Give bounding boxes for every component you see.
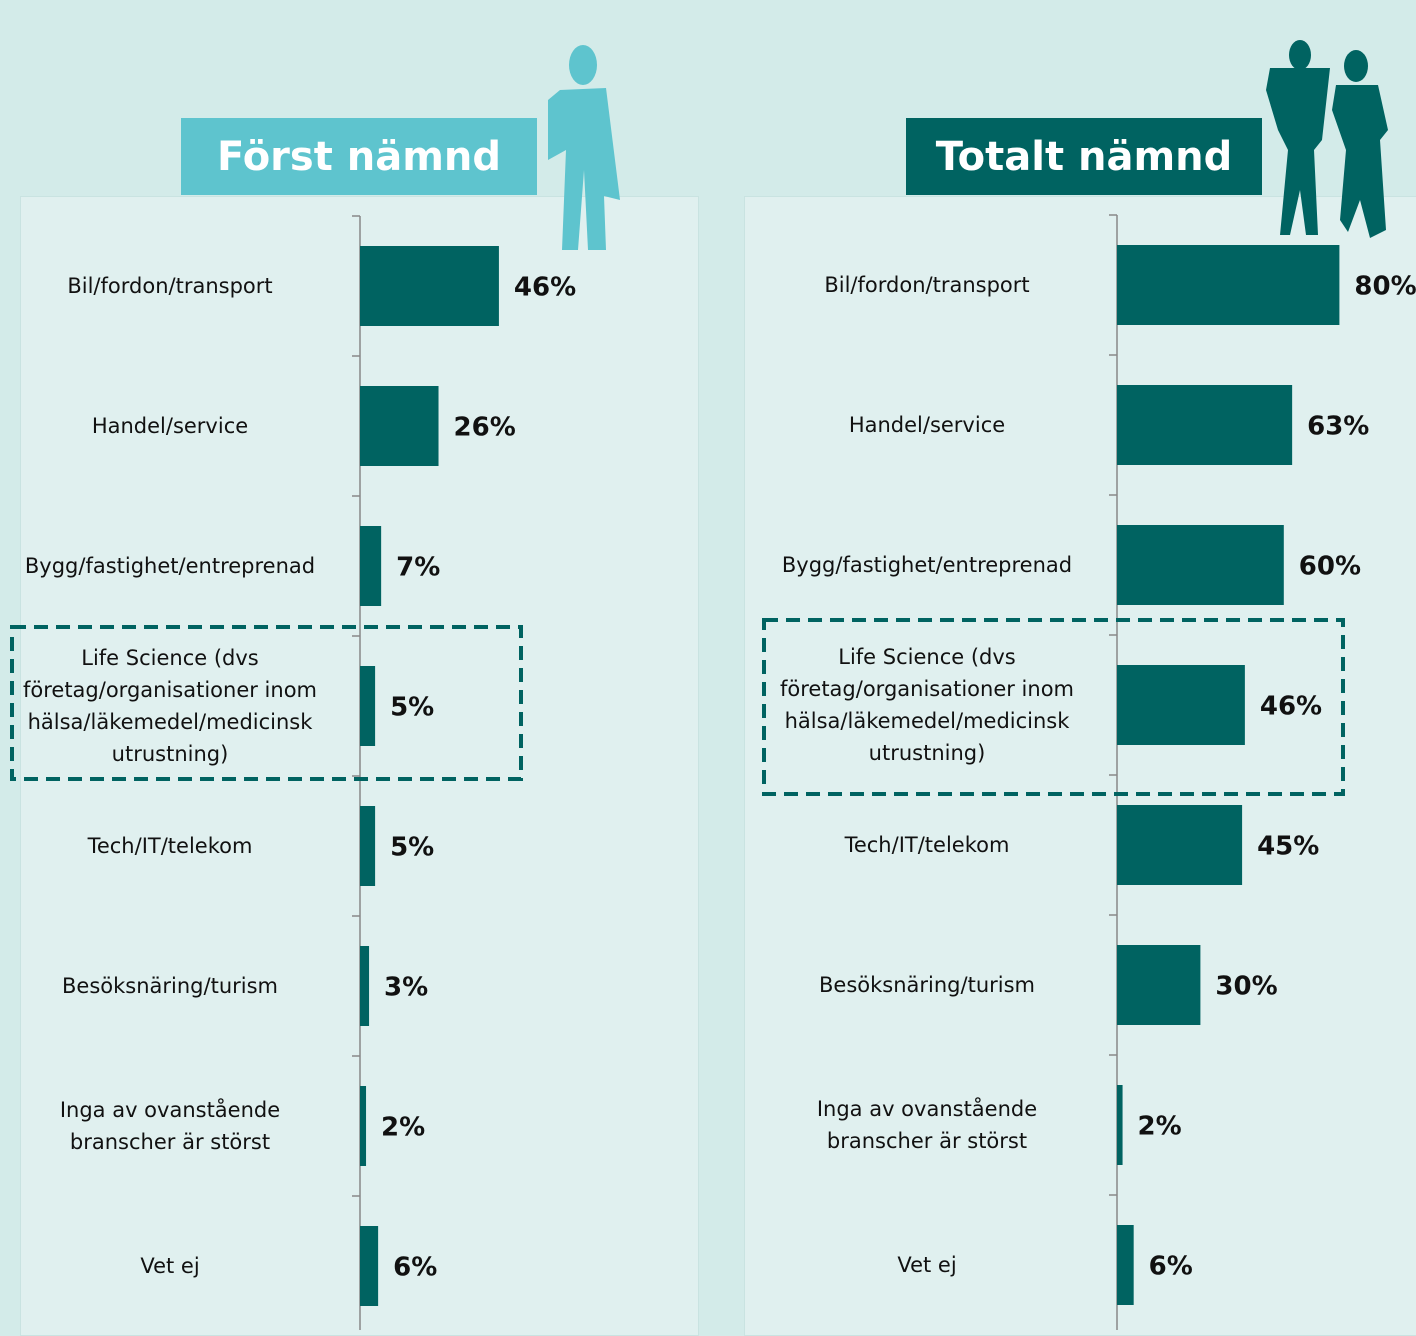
- value-label: 46%: [1260, 692, 1322, 722]
- category-label: Bil/fordon/transport: [5, 270, 335, 302]
- category-label: Bygg/fastighet/entreprenad: [762, 549, 1092, 581]
- value-label: 6%: [1149, 1252, 1193, 1282]
- chart-title: Först nämnd: [181, 118, 537, 195]
- bar: [360, 806, 375, 886]
- bar: [360, 246, 499, 326]
- bar: [1117, 805, 1242, 885]
- bar: [360, 1086, 366, 1166]
- category-label: Besöksnäring/turism: [5, 970, 335, 1002]
- value-label: 2%: [381, 1113, 425, 1143]
- bar: [360, 1226, 378, 1306]
- category-label: Vet ej: [762, 1249, 1092, 1281]
- value-label: 63%: [1307, 412, 1369, 442]
- category-label: Tech/IT/telekom: [5, 830, 335, 862]
- value-label: 5%: [390, 833, 434, 863]
- bar: [1117, 665, 1245, 745]
- value-label: 30%: [1215, 972, 1277, 1002]
- people-figure: [1266, 40, 1388, 238]
- value-label: 46%: [514, 273, 576, 303]
- category-label: Vet ej: [5, 1250, 335, 1282]
- category-label: Tech/IT/telekom: [762, 829, 1092, 861]
- category-label: Inga av ovanstående branscher är störst: [5, 1094, 335, 1158]
- value-label: 5%: [390, 693, 434, 723]
- category-label: Bil/fordon/transport: [762, 269, 1092, 301]
- bar: [1117, 525, 1284, 605]
- value-label: 7%: [396, 553, 440, 583]
- category-label: Life Science (dvs företag/organisationer…: [5, 642, 335, 770]
- value-label: 26%: [454, 413, 516, 443]
- bar: [360, 526, 381, 606]
- bar: [1117, 945, 1200, 1025]
- category-label: Besöksnäring/turism: [762, 969, 1092, 1001]
- value-label: 80%: [1354, 272, 1416, 302]
- value-label: 3%: [384, 973, 428, 1003]
- bar: [360, 386, 439, 466]
- bar: [360, 946, 369, 1026]
- bar: [1117, 1225, 1134, 1305]
- bar: [360, 666, 375, 746]
- value-label: 45%: [1257, 832, 1319, 862]
- person-figure: [548, 45, 620, 250]
- category-label: Inga av ovanstående branscher är störst: [762, 1093, 1092, 1157]
- chart-title: Totalt nämnd: [906, 118, 1262, 195]
- bar: [1117, 385, 1292, 465]
- value-label: 2%: [1138, 1112, 1182, 1142]
- bar: [1117, 1085, 1123, 1165]
- category-label: Life Science (dvs företag/organisationer…: [762, 641, 1092, 769]
- value-label: 60%: [1299, 552, 1361, 582]
- category-label: Bygg/fastighet/entreprenad: [5, 550, 335, 582]
- category-label: Handel/service: [5, 410, 335, 442]
- bar: [1117, 245, 1339, 325]
- page: 46% 26% 7% 5% 5% 3% 2% 6% 80% 63% 60% 46% 45% 30% 2% 6%…: [0, 0, 1416, 1330]
- value-label: 6%: [393, 1253, 437, 1283]
- category-label: Handel/service: [762, 409, 1092, 441]
